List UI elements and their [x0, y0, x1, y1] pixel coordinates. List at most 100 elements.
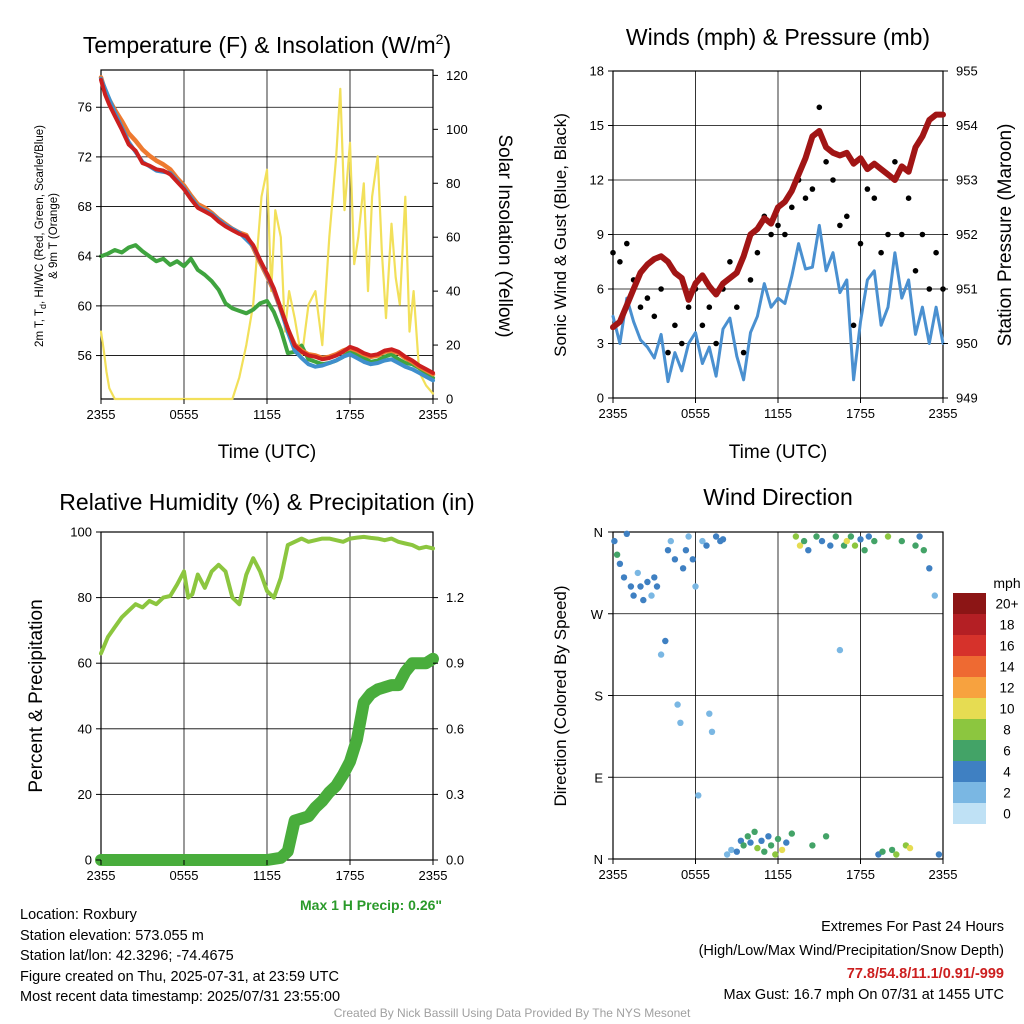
- wind-direction-point: [733, 848, 740, 855]
- insolation-y2-tick-label: 0: [446, 392, 453, 407]
- gust-point: [864, 186, 871, 192]
- insolation-y2-tick-label: 40: [446, 284, 460, 299]
- gust-point: [727, 259, 733, 265]
- wind-direction-point: [708, 728, 716, 735]
- wind-direction-point: [685, 533, 692, 540]
- gust-point: [610, 249, 616, 256]
- gust-point: [885, 231, 891, 238]
- gust-point: [782, 231, 788, 238]
- gust-point: [658, 286, 664, 292]
- wind-direction-point: [651, 574, 658, 581]
- precipitation-line: [95, 652, 439, 866]
- speed-legend-swatch: [953, 719, 986, 740]
- max-gust-text: Max Gust: 16.7 mph On 07/31 at 1455 UTC: [723, 986, 1004, 1003]
- dir-panel-title: Wind Direction: [703, 484, 853, 510]
- gust-point: [734, 304, 740, 311]
- wind-direction-point: [616, 560, 624, 567]
- wind-direction-point: [751, 828, 758, 835]
- sonic-wind-line: [611, 223, 945, 384]
- location-text: Location: Roxbury: [20, 907, 137, 923]
- extremes-block: Extremes For Past 24 Hours (High/Low/Max…: [699, 917, 1004, 1005]
- wind-direction-point: [857, 536, 864, 543]
- wind-direction-point: [682, 547, 690, 554]
- wind-direction-point: [916, 533, 923, 540]
- wind-y-tick-label: 9: [597, 227, 604, 242]
- precip-y2-tick-label: 0.0: [446, 853, 464, 868]
- rh-panel-grid: [100, 531, 434, 861]
- wind-direction-point: [805, 547, 812, 554]
- wind-direction-point: [851, 542, 859, 549]
- relative-humidity-line: [99, 534, 435, 656]
- wind-direction-point: [692, 583, 699, 590]
- speed-legend-swatch: [953, 698, 986, 719]
- temp-y-tick-label: 72: [78, 149, 92, 164]
- extremes-heading: Extremes For Past 24 Hours: [821, 919, 1004, 935]
- rh-panel-title: Relative Humidity (%) & Precipitation (i…: [59, 489, 474, 515]
- wind-direction-point: [761, 848, 768, 855]
- wind-direction-point: [765, 833, 772, 840]
- gust-point: [844, 213, 850, 220]
- speed-legend-swatch: [953, 614, 986, 635]
- rh-x-tick-label: 2355: [87, 868, 116, 883]
- wind-direction-point: [827, 542, 834, 549]
- gust-point: [713, 340, 719, 347]
- wind-direction-point: [792, 533, 800, 540]
- insolation-y2-tick-label: 80: [446, 176, 460, 191]
- temp-y-axis-label-line1: 2m T, Td, HI/WC (Red, Green, Scarlet/Blu…: [34, 125, 48, 347]
- wind-direction-point: [893, 851, 900, 858]
- pressure-y2-tick-label: 955: [956, 64, 978, 79]
- rh-y-tick-label: 40: [78, 721, 92, 736]
- pressure-y2-tick-label: 949: [956, 391, 978, 406]
- wind-y-tick-label: 0: [597, 391, 604, 406]
- temp-x-tick-label: 0555: [170, 407, 199, 422]
- wind-direction-point: [800, 537, 808, 545]
- dir-y-tick-label: E: [594, 770, 603, 785]
- wind-direction-point: [744, 833, 751, 840]
- gust-point: [699, 322, 706, 329]
- wind-direction-point: [879, 848, 886, 855]
- speed-legend-label: 10: [999, 702, 1014, 717]
- latlon-text: Station lat/lon: 42.3296; -74.4675: [20, 948, 234, 964]
- extremes-subheading: (High/Low/Max Wind/Precipitation/Snow De…: [698, 942, 1004, 959]
- wind-y-axis-label: Sonic Wind & Gust (Blue, Black): [551, 113, 570, 357]
- wind-direction-point: [912, 542, 919, 549]
- wind-direction-point: [677, 719, 684, 726]
- wind-direction-point: [788, 830, 795, 837]
- wind-direction-point: [653, 583, 661, 590]
- rh-y-tick-label: 100: [70, 525, 92, 540]
- wind-direction-point: [931, 592, 938, 599]
- wind-direction-point: [671, 556, 679, 563]
- rh-y-tick-label: 20: [78, 787, 92, 802]
- wind-direction-point: [836, 646, 844, 654]
- recent-data-text: Most recent data timestamp: 2025/07/31 2…: [20, 989, 341, 1005]
- speed-legend-label: 20+: [996, 597, 1019, 612]
- station-info: Location: Roxbury Station elevation: 573…: [20, 905, 340, 1008]
- wind-direction-point: [728, 846, 735, 854]
- wind-direction-point: [637, 583, 644, 590]
- gust-point: [637, 304, 644, 311]
- temp-y-tick-label: 56: [78, 348, 92, 363]
- gust-point: [912, 268, 919, 274]
- gust-point: [685, 304, 692, 311]
- gust-point: [926, 286, 933, 292]
- wind-direction-point: [664, 547, 672, 554]
- pressure-y2-tick-label: 952: [956, 227, 978, 242]
- temp-y-tick-label: 68: [78, 199, 92, 214]
- station-pressure-line: [610, 111, 946, 331]
- wind-y-tick-label: 15: [590, 118, 604, 133]
- wind-direction-point: [861, 547, 868, 554]
- pressure-y2-tick-label: 953: [956, 173, 978, 188]
- temp-y-axis-label-line2: & 9m T (Orange): [48, 193, 60, 279]
- wind-direction-point: [747, 839, 754, 846]
- speed-legend-label: 2: [1003, 786, 1011, 801]
- wind-direction-point: [627, 583, 635, 590]
- gust-point: [899, 231, 905, 238]
- gust-point: [624, 240, 630, 247]
- wind-direction-point: [809, 842, 816, 849]
- gust-point: [754, 249, 761, 256]
- wind-x-tick-label: 2355: [599, 406, 628, 421]
- wind-direction-point: [719, 536, 727, 543]
- gust-point: [747, 277, 754, 283]
- wind-y-tick-label: 12: [590, 173, 604, 188]
